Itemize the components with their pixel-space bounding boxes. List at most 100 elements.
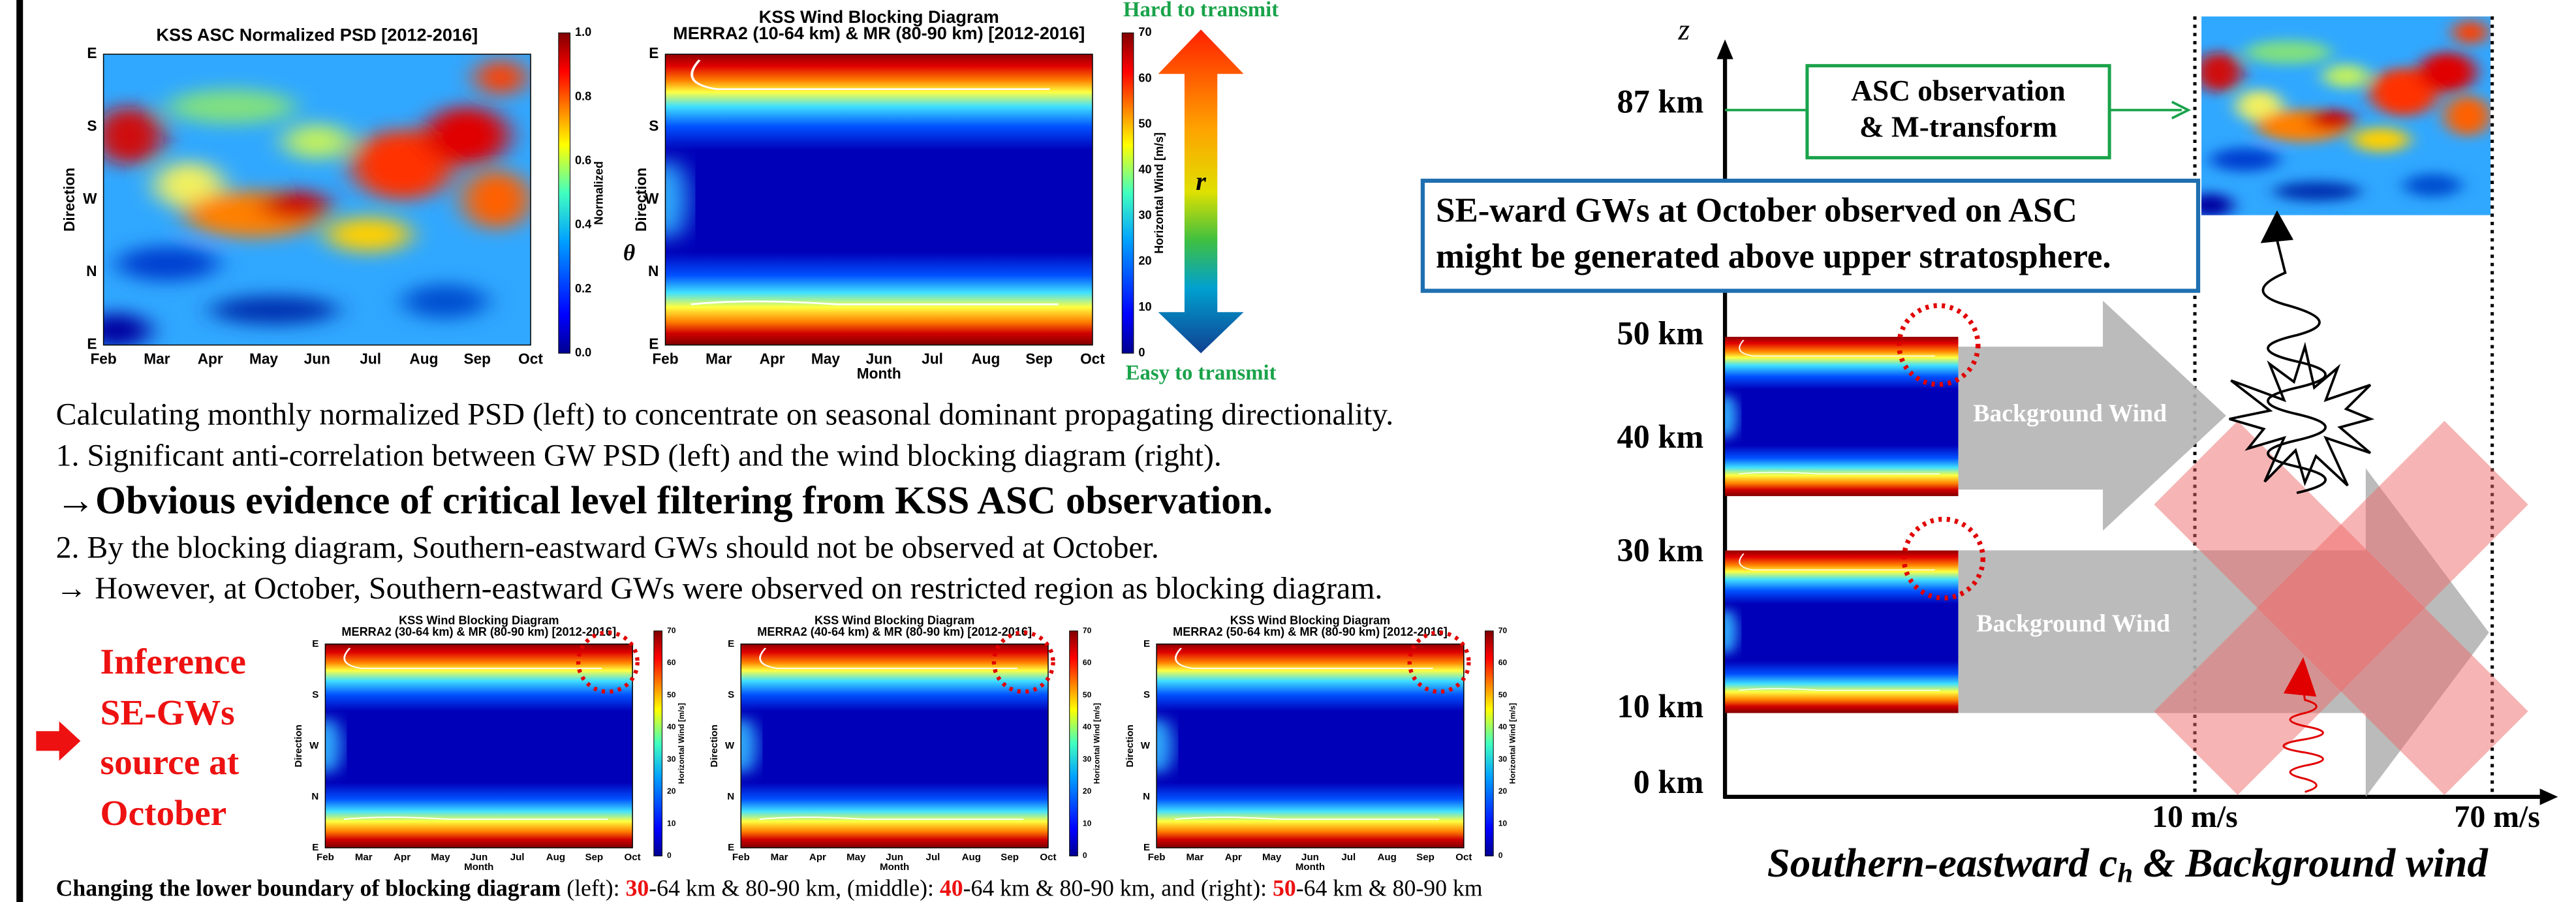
colorbar-tick-label: 20 (1138, 255, 1151, 268)
x-tick-label: Oct (518, 350, 543, 367)
y-tick-label: N (727, 791, 734, 802)
highlight-circle (1897, 303, 1981, 387)
x-tick-label: Mar (144, 350, 170, 367)
colorbar-tick-label: 10 (1498, 818, 1508, 828)
asc-line-head (2171, 101, 2192, 119)
caption-part: 50 (1273, 875, 1296, 901)
colorbar (1121, 32, 1134, 354)
x-tick-label: Jul (1341, 852, 1356, 863)
colorbar-tick-label: 70 (1138, 25, 1151, 39)
y-tick-label: E (87, 335, 97, 352)
altitude-label: 40 km (1617, 418, 1704, 455)
altitude-label: 87 km (1617, 84, 1704, 120)
highlight-circle (1901, 516, 1986, 601)
y-tick-label: S (87, 117, 97, 134)
y-tick-label: W (83, 190, 97, 207)
x-tick-label: Mar (1187, 852, 1204, 863)
x-tick-label: Jun (866, 350, 892, 367)
wind-label: Background Wind (1973, 400, 2167, 428)
r-symbol: r (1196, 166, 1206, 196)
y-tick-label: N (86, 262, 97, 279)
colorbar-tick-label: 40 (667, 723, 676, 732)
x-tick-label: Sep (463, 350, 491, 367)
y-tick-label: E (1143, 842, 1150, 853)
x-tick-label: Mar (771, 852, 788, 863)
x-tick-label: Sep (1001, 852, 1019, 863)
x-tick-label: Apr (809, 852, 826, 863)
plot-title: MERRA2 (50-64 km) & MR (80-90 km) [2012-… (1173, 625, 1448, 638)
body-text: →Obvious evidence of critical level filt… (56, 479, 1273, 523)
y-tick-label: W (309, 740, 319, 751)
asc-box-text: ASC observation (1851, 74, 2065, 107)
wind-label: Background Wind (1976, 610, 2170, 638)
x-tick-label: Oct (625, 852, 641, 863)
colorbar-tick-label: 70 (1498, 626, 1508, 635)
altitude-label: 50 km (1617, 315, 1704, 352)
heatmap (82, 54, 531, 348)
x-tick-label: May (431, 852, 450, 863)
inference-text: source at (101, 742, 240, 782)
wave (2261, 232, 2327, 495)
diagram (1420, 16, 2558, 805)
y-axis-label: Direction (293, 724, 304, 767)
body-text: → However, at October, Southern-eastward… (56, 571, 1383, 606)
caption-part: (left): (561, 875, 625, 901)
x-tick-label: Oct (1040, 852, 1056, 863)
x-tick-label: Aug (546, 852, 565, 863)
x-tick-label: Aug (962, 852, 981, 863)
plot-title: KSS Wind Blocking Diagram (399, 614, 559, 627)
x-tick-label: May (249, 350, 278, 367)
colorbar-tick-label: 40 (1138, 163, 1151, 176)
caption-part: 30 (625, 875, 649, 901)
colorbar-tick-label: 70 (667, 626, 676, 635)
colorbar-tick-label: 1.0 (575, 25, 591, 39)
x-tick-label: Feb (1148, 852, 1166, 863)
x-axis-label: Month (880, 862, 909, 873)
x-tick-label: Feb (652, 350, 678, 367)
y-tick-label: E (1143, 638, 1150, 649)
asc-box-text: & M-transform (1859, 110, 2057, 143)
y-tick-label: N (311, 791, 318, 802)
callout-text: might be generated above upper stratosph… (1436, 238, 2111, 275)
colorbar-tick-label: 0 (1138, 346, 1145, 359)
transmit-arrow (1158, 29, 1244, 354)
colorbar-label: Horizontal Wind [m/s] (1093, 703, 1102, 784)
asc-heatmap (2187, 16, 2491, 217)
x-tick-label: Sep (585, 852, 603, 863)
colorbar-tick-label: 60 (1083, 658, 1092, 667)
y-axis-label: Direction (1125, 724, 1136, 767)
x-tick-label: Oct (1455, 852, 1472, 863)
wind-arrow (1958, 300, 2226, 531)
left-border (16, 0, 23, 902)
caption-part: -64 km & 80-90 km, (middle): (649, 875, 940, 901)
blocking-heatmap (1713, 337, 1958, 496)
x-tick-label: Aug (1377, 852, 1396, 863)
x-tick-label: Jun (304, 350, 330, 367)
colorbar-tick-label: 0.2 (575, 282, 591, 295)
y-tick-label: W (645, 190, 659, 207)
x-tick-label: Oct (1080, 350, 1105, 367)
heatmap (726, 644, 1048, 848)
colorbar-tick-label: 60 (1498, 658, 1508, 667)
highlight-circle (1407, 630, 1471, 694)
colorbar-label: Normalized (593, 161, 606, 225)
x-axis-title: Southern-eastward ch & Background wind (1767, 841, 2489, 889)
y-tick-label: N (1143, 791, 1150, 802)
inference-text: SE-GWs (101, 692, 235, 732)
x-tick-label: Aug (971, 350, 1000, 367)
colorbar-label: Horizontal Wind [m/s] (1153, 132, 1166, 254)
colorbar-tick-label: 50 (1083, 690, 1092, 699)
transmit-label: Easy to transmit (1126, 361, 1277, 384)
x-tick-label: Feb (732, 852, 750, 863)
y-tick-label: E (312, 842, 318, 853)
colorbar (1069, 630, 1078, 857)
x-tick-label: Feb (90, 350, 116, 367)
x-tick-label: Jul (360, 350, 381, 367)
colorbar-tick-label: 70 (1083, 626, 1092, 635)
y-axis-label: Direction (632, 168, 649, 232)
caption-part: -64 km & 80-90 km, and (right): (963, 875, 1273, 901)
heatmap (1141, 644, 1464, 848)
colorbar-tick-label: 20 (1083, 786, 1092, 796)
y-axis-label: Direction (709, 724, 720, 767)
